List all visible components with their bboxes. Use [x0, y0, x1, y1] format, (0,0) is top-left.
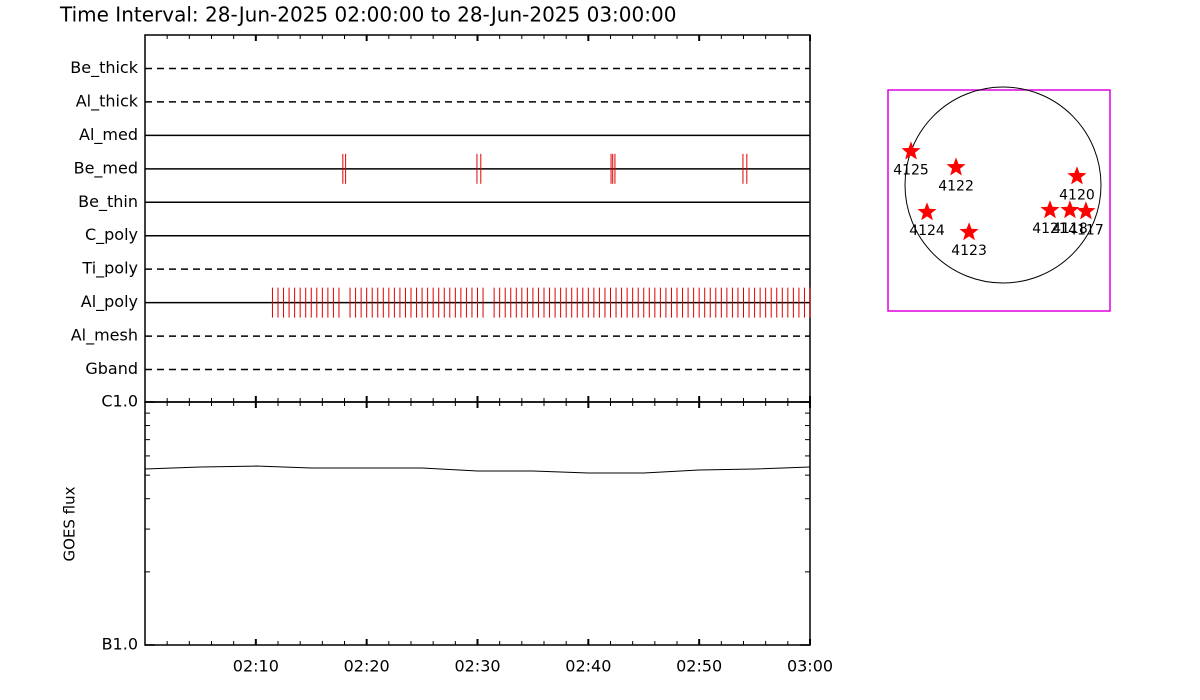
goes-line	[144, 465, 811, 474]
row-label: Al_mesh	[71, 326, 138, 346]
active-region	[1040, 200, 1060, 219]
chart-title: Time Interval: 28-Jun-2025 02:00:00 to 2…	[59, 3, 676, 27]
solar-disk	[904, 86, 1102, 284]
row-label: Be_thick	[70, 58, 138, 78]
row-label: Be_med	[74, 158, 138, 178]
row-label: Ti_poly	[81, 259, 138, 279]
timeline-frame	[144, 34, 811, 403]
y-tick-label: B1.0	[102, 635, 138, 654]
y-tick-label: C1.0	[101, 392, 138, 411]
map-frame	[887, 89, 1111, 312]
x-tick-label: 02:20	[344, 657, 390, 676]
row-label: Al_thick	[76, 91, 139, 111]
active-region	[1076, 201, 1096, 220]
active-region	[1067, 166, 1087, 185]
region-label: 4121	[1032, 221, 1068, 237]
x-tick-label: 02:40	[565, 657, 611, 676]
row-label: Gband	[85, 359, 138, 378]
active-region	[901, 141, 921, 160]
region-label: 4125	[893, 162, 929, 178]
row-label: Al_med	[79, 125, 138, 145]
x-tick-label: 02:50	[676, 657, 722, 676]
region-label: 4118	[1052, 221, 1088, 237]
y-axis-label: GOES flux	[61, 486, 79, 561]
active-region	[917, 202, 937, 221]
region-label: 4117	[1068, 222, 1104, 238]
x-tick-label: 02:10	[233, 657, 279, 676]
region-label: 4124	[909, 223, 945, 239]
goes-frame	[144, 401, 811, 646]
active-region	[959, 222, 979, 241]
row-label: Al_poly	[81, 292, 138, 312]
region-label: 4123	[951, 243, 987, 259]
active-region	[946, 157, 966, 176]
row-label: C_poly	[85, 225, 138, 245]
x-tick-label: 02:30	[454, 657, 500, 676]
region-label: 4122	[938, 178, 974, 194]
row-label: Be_thin	[78, 192, 138, 212]
x-tick-label: 03:00	[787, 657, 833, 676]
active-region	[1060, 200, 1080, 219]
region-label: 4120	[1059, 187, 1095, 203]
